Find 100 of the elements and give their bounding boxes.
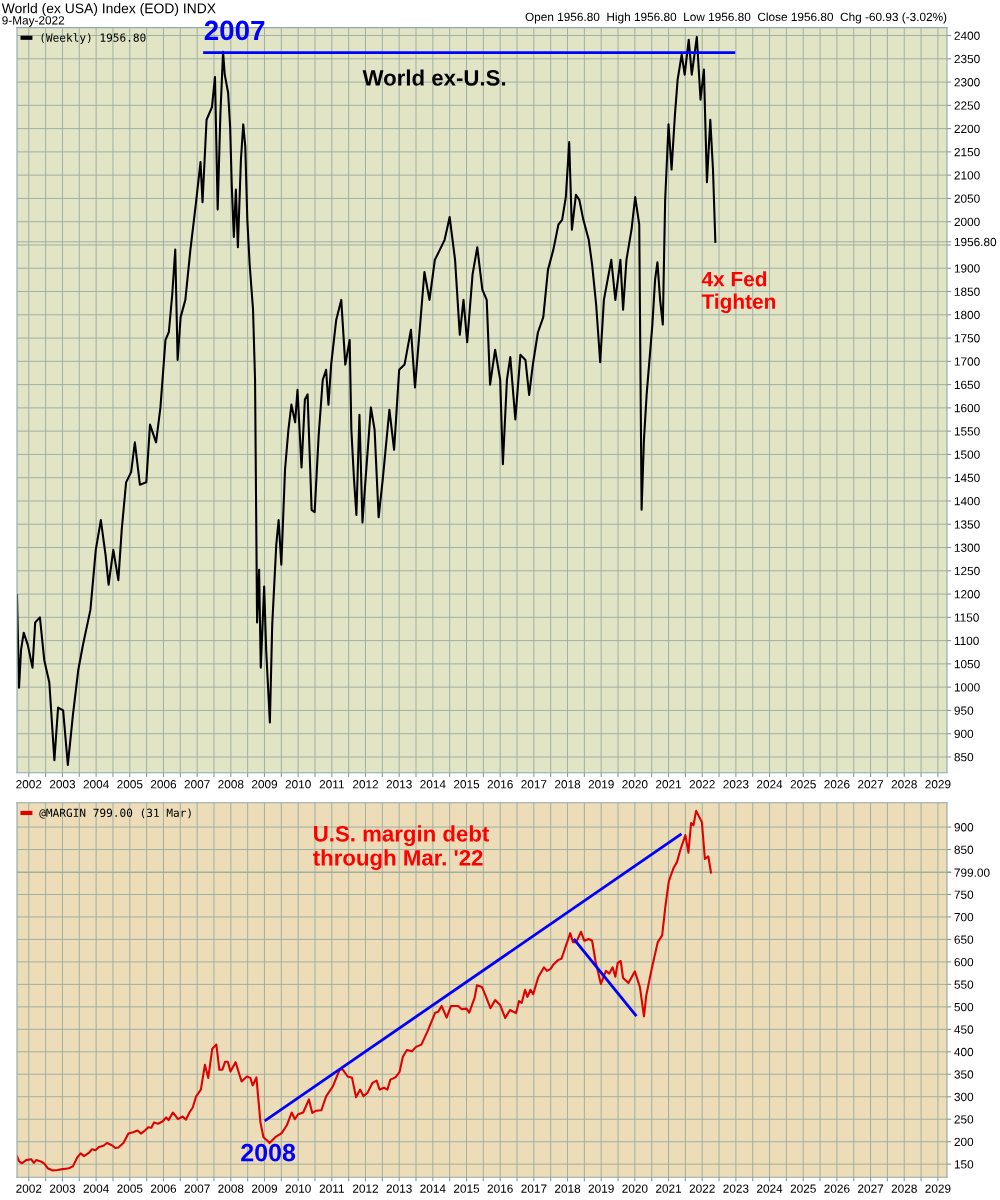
x-tick-label: 2028: [891, 1184, 917, 1193]
legend-label: (Weekly) 1956.80: [41, 33, 146, 44]
y-tick-label: 2200: [954, 124, 980, 133]
y-tick-label: 1800: [954, 310, 980, 320]
y-tick-label: 750: [954, 890, 974, 899]
x-tick-label: 2009: [251, 1184, 278, 1193]
x-tick-label: 2023: [723, 780, 749, 789]
x-tick-label: 2013: [386, 780, 412, 789]
y-tick-label: 1350: [954, 520, 980, 529]
x-tick-label: 2006: [150, 1184, 177, 1193]
y-tick-label: 2350: [954, 54, 980, 64]
x-tick-label: 2004: [83, 1184, 109, 1193]
y-tick-label: 1250: [954, 566, 980, 576]
x-tick-label: 2024: [757, 1184, 783, 1193]
x-tick-label: 2022: [689, 780, 715, 789]
x-tick-label: 2011: [319, 1184, 344, 1193]
x-tick-label: 2022: [689, 1184, 715, 1193]
y-tick-label: 250: [954, 1115, 974, 1124]
x-tick-label: 2015: [453, 1184, 480, 1193]
x-tick-label: 2011: [319, 780, 344, 789]
y-tick-label: 1050: [954, 659, 980, 669]
x-tick-label: 2026: [824, 780, 850, 789]
text: Open 1956.80 High 1956.80 Low 1956.80 Close 1956.80 Chg -60.93 (-3.02%): [525, 12, 947, 24]
y-tick-label: 1700: [954, 357, 980, 366]
y-tick-label: 1500: [954, 450, 980, 459]
annotation: U.S. margin debt through Mar. '22: [313, 825, 490, 871]
y-tick-label: 2150: [954, 147, 980, 157]
x-tick-label: 2029: [925, 780, 951, 789]
x-tick-label: 2019: [588, 1184, 614, 1193]
annotation: World ex-U.S.: [362, 69, 506, 86]
y-tick-label: 1300: [954, 543, 980, 552]
x-tick-label: 2008: [218, 1184, 244, 1193]
x-tick-label: 2002: [16, 1184, 42, 1193]
line-series: [17, 809, 712, 1172]
y-tick-label: 2100: [954, 171, 980, 180]
y-tick-label: 1850: [954, 287, 980, 296]
x-tick-label: 2003: [49, 780, 76, 789]
annotation: 2008: [241, 1143, 296, 1162]
x-tick-label: 2004: [83, 780, 109, 789]
y-tick-label: 2250: [954, 101, 980, 110]
x-tick-label: 2025: [790, 780, 816, 789]
x-tick-label: 2017: [521, 780, 547, 789]
y-tick-label: 2400: [954, 31, 980, 40]
y-tick-label: 1956.80: [954, 237, 997, 247]
x-tick-label: 2027: [858, 1184, 884, 1193]
x-tick-label: 2013: [386, 1184, 412, 1193]
x-tick-label: 2008: [218, 780, 244, 789]
y-tick-label: 1150: [954, 613, 979, 622]
x-tick-label: 2010: [285, 1184, 311, 1193]
x-tick-label: 2006: [150, 780, 177, 789]
y-tick-label: 350: [954, 1070, 974, 1079]
x-tick-label: 2018: [554, 1184, 581, 1193]
y-tick-label: 600: [954, 957, 974, 967]
x-tick-label: 2021: [656, 1184, 682, 1193]
y-tick-label: 1000: [954, 683, 980, 692]
y-tick-label: 2000: [954, 217, 980, 227]
x-tick-label: 2023: [723, 1184, 749, 1193]
x-tick-label: 2016: [487, 780, 513, 789]
y-tick-label: 1900: [954, 264, 980, 273]
y-tick-label: 950: [954, 706, 974, 715]
y-tick-label: 500: [954, 1002, 974, 1012]
x-tick-label: 2014: [420, 1184, 446, 1193]
x-tick-label: 2016: [487, 1184, 513, 1193]
x-tick-label: 2028: [891, 780, 917, 789]
y-tick-label: 850: [954, 753, 974, 762]
y-tick-label: 300: [954, 1092, 974, 1102]
x-tick-label: 2026: [824, 1184, 850, 1193]
y-tick-label: 2300: [954, 78, 980, 87]
y-tick-label: 1550: [954, 427, 980, 436]
annotation: 2007: [204, 20, 265, 41]
chart-subtitle: 9-May-2022: [2, 16, 65, 27]
x-tick-label: 2003: [49, 1184, 76, 1193]
x-tick-label: 2027: [858, 780, 884, 789]
y-tick-label: 450: [954, 1025, 974, 1034]
y-tick-label: 1750: [954, 334, 980, 343]
y-tick-label: 1600: [954, 403, 980, 413]
y-tick-label: 900: [954, 729, 974, 739]
x-tick-label: 2010: [285, 780, 311, 789]
y-tick-label: 1400: [954, 497, 980, 506]
x-tick-label: 2005: [117, 1184, 143, 1193]
y-tick-label: 850: [954, 845, 974, 854]
x-tick-label: 2029: [925, 1184, 951, 1193]
y-tick-label: 400: [954, 1047, 974, 1057]
x-tick-label: 2009: [251, 780, 278, 789]
y-tick-label: 550: [954, 980, 974, 989]
y-tick-label: 1200: [954, 590, 980, 599]
y-tick-label: 1100: [954, 636, 979, 645]
x-tick-label: 2007: [184, 780, 210, 789]
x-tick-label: 2005: [117, 780, 143, 789]
x-tick-label: 2024: [757, 780, 783, 789]
y-tick-label: 1650: [954, 380, 980, 389]
x-tick-label: 2014: [420, 780, 446, 789]
y-tick-label: 650: [954, 935, 974, 944]
chart-title: World (ex USA) Index (EOD) INDX: [1, 3, 216, 17]
x-tick-label: 2012: [352, 780, 379, 789]
y-tick-label: 150: [954, 1160, 974, 1169]
x-tick-label: 2021: [656, 780, 682, 789]
y-tick-label: 799.00: [954, 868, 990, 877]
x-tick-label: 2020: [622, 780, 648, 789]
x-tick-label: 2007: [184, 1184, 210, 1193]
